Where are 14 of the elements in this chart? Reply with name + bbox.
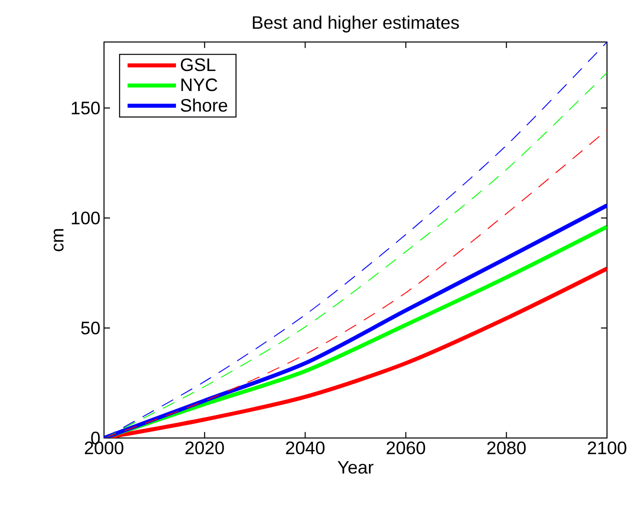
x-tick-label: 2100 <box>588 442 626 454</box>
y-tick-label: 50 <box>81 322 100 334</box>
x-tick-label: 2060 <box>386 442 426 454</box>
y-axis-title: cm <box>54 229 64 252</box>
legend-label: NYC <box>181 78 218 92</box>
chart-title: Best and higher estimates <box>252 16 459 32</box>
legend-label: GSL <box>180 58 216 72</box>
legend-label: Shore <box>180 98 228 112</box>
y-tick-label: 150 <box>72 102 100 114</box>
x-axis-title: Year <box>338 461 374 474</box>
x-tick-label: 2080 <box>487 442 526 454</box>
y-tick-label: 100 <box>72 212 100 224</box>
x-tick-label: 2020 <box>185 442 224 454</box>
x-tick-label: 2040 <box>286 442 325 454</box>
